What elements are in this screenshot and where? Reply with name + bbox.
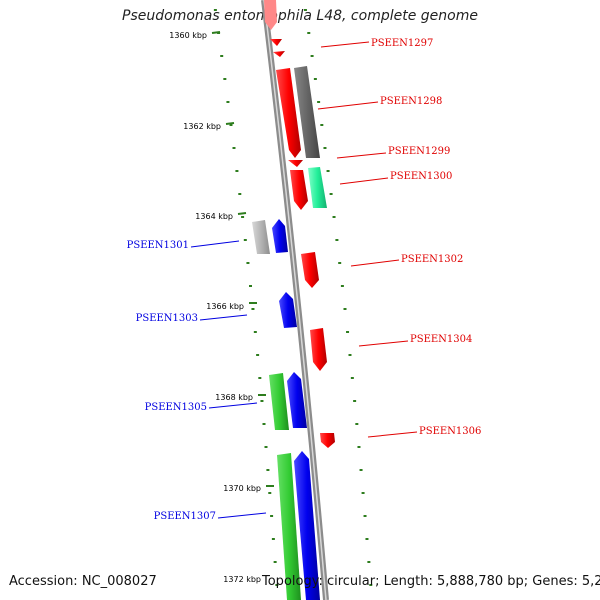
scale-tick-label: 1370 kbp bbox=[223, 484, 261, 493]
scale-tick-label: 1364 kbp bbox=[195, 212, 233, 221]
scale-tick-label: 1366 kbp bbox=[206, 302, 244, 311]
map-title: Pseudomonas entomophila L48, complete ge… bbox=[122, 8, 478, 24]
gene-label-pseen1298: PSEEN1298 bbox=[380, 96, 442, 107]
scale-tick-1360: 1360 kbp bbox=[169, 31, 221, 40]
scale-tick-label: 1362 kbp bbox=[183, 122, 221, 131]
scale-tick-1366: 1366 kbp bbox=[206, 302, 257, 311]
gene-pseen1301[interactable]: PSEEN1301 bbox=[127, 219, 288, 254]
gene-pseen1303[interactable]: PSEEN1303 bbox=[136, 292, 297, 328]
gene-label-pseen1302: PSEEN1302 bbox=[401, 254, 463, 265]
gene-pseen1300[interactable]: PSEEN1300 bbox=[290, 167, 452, 210]
gene-label-pseen1297: PSEEN1297 bbox=[371, 38, 433, 49]
gene-label-pseen1299: PSEEN1299 bbox=[388, 146, 450, 157]
gene-pseen1304[interactable]: PSEEN1304 bbox=[310, 328, 472, 371]
gene-label-pseen1300: PSEEN1300 bbox=[390, 171, 452, 182]
scale-tick-1368: 1368 kbp bbox=[215, 393, 266, 402]
gene-pseen1299[interactable]: PSEEN1299 bbox=[288, 146, 450, 167]
scale-tick-1364: 1364 kbp bbox=[195, 212, 247, 221]
genome-summary: Topology: circular; Length: 5,888,780 bp… bbox=[262, 574, 600, 589]
gene-pseen1306[interactable]: PSEEN1306 bbox=[320, 426, 481, 448]
gene-label-pseen1305: PSEEN1305 bbox=[145, 402, 207, 413]
scale-tick-1372: 1372 kbp bbox=[223, 575, 261, 584]
scale-ring-inner bbox=[213, 9, 279, 586]
gene-label-pseen1307: PSEEN1307 bbox=[154, 511, 216, 522]
scale-tick-1370: 1370 kbp bbox=[223, 484, 274, 493]
gene-label-pseen1304: PSEEN1304 bbox=[410, 334, 472, 345]
gene-pseen1298[interactable]: PSEEN1298 bbox=[276, 66, 442, 158]
scale-tick-label: 1372 kbp bbox=[223, 575, 261, 584]
genome-backbone bbox=[261, 0, 329, 600]
gene-label-pseen1301: PSEEN1301 bbox=[127, 240, 189, 251]
gene-label-pseen1303: PSEEN1303 bbox=[136, 313, 198, 324]
accession-label: Accession: NC_008027 bbox=[9, 574, 157, 589]
scale-ring-outer bbox=[303, 9, 373, 586]
scale-tick-label: 1360 kbp bbox=[169, 31, 207, 40]
gene-label-pseen1306: PSEEN1306 bbox=[419, 426, 481, 437]
gene-pseen1307[interactable]: PSEEN1307 bbox=[154, 451, 320, 600]
gene-pseen1305[interactable]: PSEEN1305 bbox=[145, 372, 307, 430]
scale-tick-label: 1368 kbp bbox=[215, 393, 253, 402]
gene-pseen1302[interactable]: PSEEN1302 bbox=[301, 252, 463, 288]
scale-tick-1362: 1362 kbp bbox=[183, 122, 235, 131]
gene-pseen1297[interactable]: PSEEN1297 bbox=[264, 0, 433, 57]
